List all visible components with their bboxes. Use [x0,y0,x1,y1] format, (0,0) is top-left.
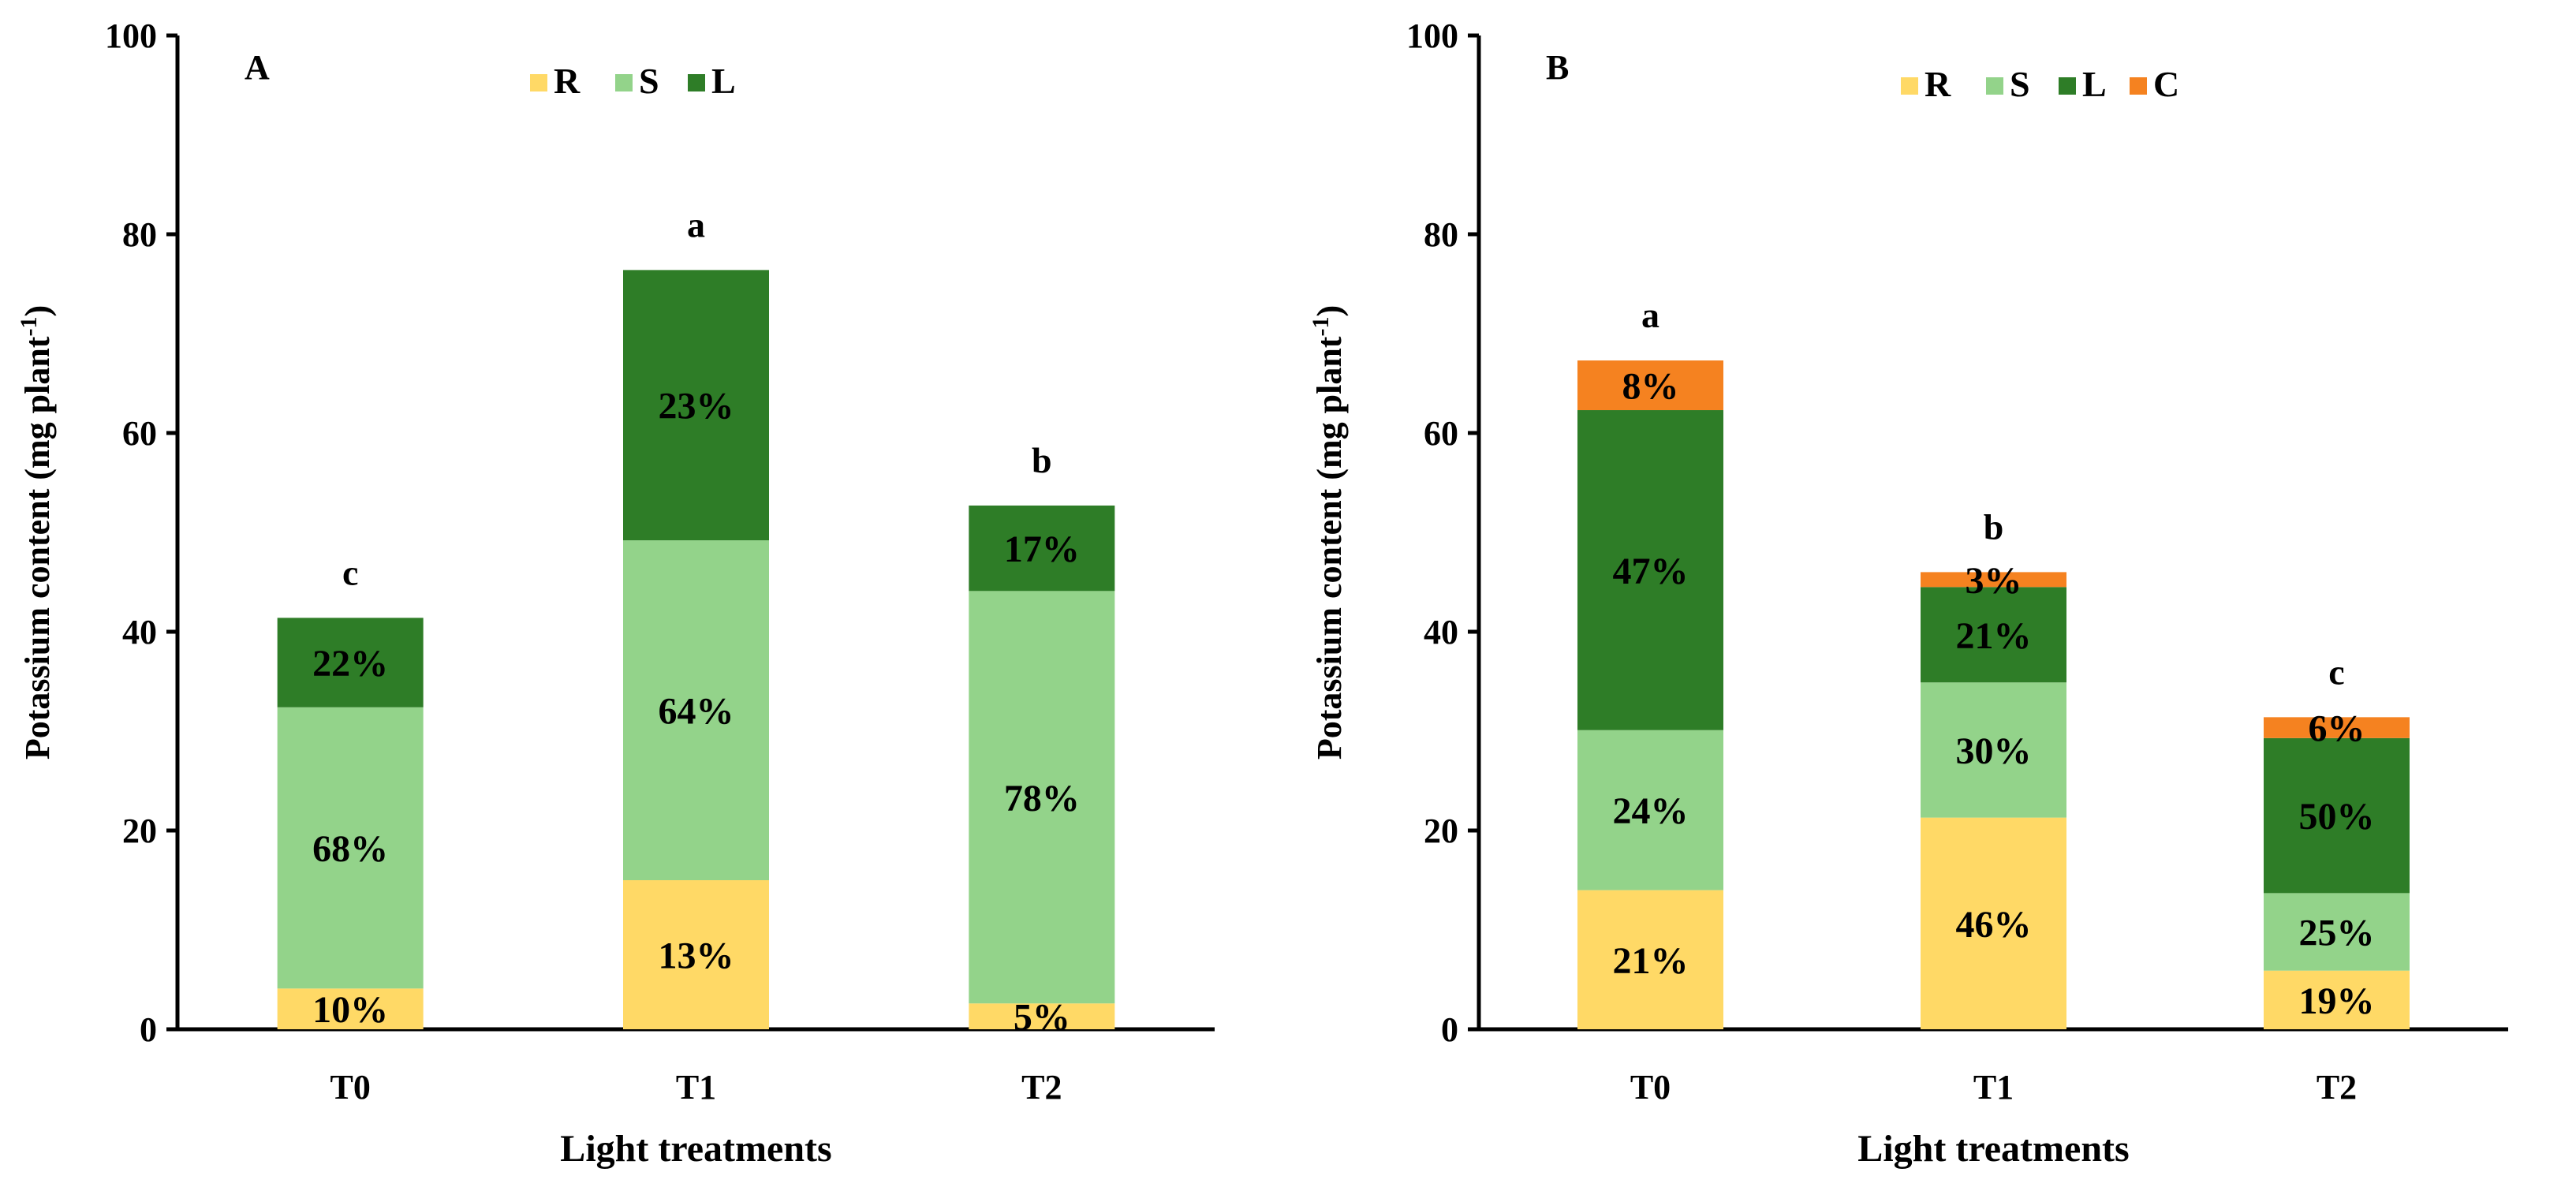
data-label-r-t1: 13% [659,935,734,977]
bar-segment-l-t0 [1577,410,1723,730]
y-axis-title-close: ) [1310,305,1349,317]
data-label-s-t1: 64% [659,691,734,733]
y-tick-label: 40 [1424,613,1458,651]
data-label-r-t2: 19% [2299,980,2375,1022]
y-axis-title-superscript: -1 [16,317,42,337]
bar-segment-s-t1 [623,540,769,880]
y-tick-label: 60 [122,414,157,453]
data-label-s-t2: 78% [1004,778,1080,819]
data-label-r-t0: 10% [312,989,388,1031]
bar-segment-s-t1 [1921,682,2066,818]
data-label-c-t1: 3% [1966,560,2022,602]
legend-label-l: L [2082,64,2107,104]
panel-label: B [1546,48,1569,87]
legend-swatch-r [1901,77,1918,95]
significance-letter: a [1641,295,1659,335]
legend-swatch-s [615,74,633,91]
y-axis-title-close: ) [18,305,57,317]
bar-segment-r-t0 [1577,890,1723,1029]
data-label-c-t2: 6% [2309,708,2365,750]
data-label-s-t2: 25% [2299,913,2375,954]
legend-swatch-l [688,74,705,91]
y-tick-label: 0 [140,1010,157,1049]
y-tick-label: 60 [1424,414,1458,453]
y-tick-label: 0 [1441,1010,1458,1049]
bar-segment-l-t2 [969,505,1115,592]
x-tick-label: T2 [1021,1068,1062,1107]
data-label-l-t1: 21% [1956,615,2032,657]
y-tick-label: 80 [1424,215,1458,254]
data-label-c-t0: 8% [1622,366,1679,408]
significance-letter: a [687,204,705,244]
y-tick-label: 40 [122,613,157,651]
bar-segment-c-t2 [2264,717,2410,738]
legend-label-r: R [554,61,581,101]
bar-segment-s-t2 [2264,893,2410,971]
bar-segment-s-t0 [277,707,424,989]
bar-segment-r-t2 [969,1003,1115,1029]
bar-segment-r-t2 [2264,970,2410,1029]
bar-segment-l-t1 [1921,587,2066,683]
x-tick-label: T2 [2317,1068,2357,1107]
data-label-r-t1: 46% [1956,904,2032,946]
y-tick-label: 20 [122,812,157,850]
data-label-l-t0: 22% [312,643,388,685]
chart-panel-b: 0 20 40 60 80 100 21% 24% 47% 8% a T0 46% 30% 21% 3% b T1… [1308,17,2508,1170]
legend-swatch-c [2130,77,2147,95]
legend-label-s: S [639,61,659,101]
y-tick-label: 80 [122,215,157,254]
bar-segment-l-t2 [2264,737,2410,894]
y-axis-title: Potassium content (mg plant-1) [16,305,57,760]
data-label-r-t2: 5% [1014,997,1070,1039]
bar-segment-r-t1 [623,880,769,1029]
data-label-l-t0: 47% [1613,551,1689,592]
bar-segment-c-t0 [1577,360,1723,411]
data-label-l-t2: 50% [2299,796,2375,838]
x-tick-label: T0 [1630,1068,1671,1107]
bar-segment-s-t0 [1577,730,1723,890]
data-label-s-t0: 68% [312,828,388,870]
x-tick-label: T0 [330,1068,370,1107]
x-axis-title: Light treatments [560,1128,831,1170]
y-tick-label: 100 [105,17,157,55]
legend-label-l: L [711,61,736,101]
bar-segment-l-t0 [277,618,424,707]
significance-letter: b [1032,440,1052,480]
bar-segment-r-t0 [277,988,424,1029]
legend-label-c: C [2153,64,2179,104]
x-tick-label: T1 [1973,1068,2014,1107]
significance-letter: c [342,552,358,592]
bar-segment-l-t1 [623,270,769,541]
legend-swatch-l [2059,77,2076,95]
panel-label: A [245,48,270,87]
legend-swatch-s [1986,77,2003,95]
y-tick-label: 100 [1406,17,1458,55]
data-label-l-t2: 17% [1004,528,1080,570]
y-axis-title: Potassium content (mg plant-1) [1308,305,1349,760]
data-label-r-t0: 21% [1613,940,1689,982]
y-axis-title-main: Potassium content (mg plant [18,336,57,760]
x-tick-label: T1 [676,1068,716,1107]
data-label-s-t0: 24% [1613,790,1689,832]
chart-panel-a: 0 20 40 60 80 100 10% 68% 22% c T0 13% 64% 23% a T1 5% 78… [16,17,1215,1170]
significance-letter: b [1984,506,2004,547]
legend-swatch-r [530,74,547,91]
bar-segment-s-t2 [969,591,1115,1004]
legend-label-r: R [1925,64,1951,104]
bar-segment-r-t1 [1921,817,2066,1029]
data-label-l-t1: 23% [659,386,734,427]
significance-letter: c [2328,651,2344,692]
data-label-s-t1: 30% [1956,730,2032,772]
y-tick-label: 20 [1424,812,1458,850]
y-axis-title-main: Potassium content (mg plant [1310,336,1349,760]
legend-label-s: S [2010,64,2030,104]
x-axis-title: Light treatments [1857,1128,2129,1170]
bar-segment-c-t1 [1921,572,2066,588]
y-axis-title-superscript: -1 [1308,317,1334,337]
